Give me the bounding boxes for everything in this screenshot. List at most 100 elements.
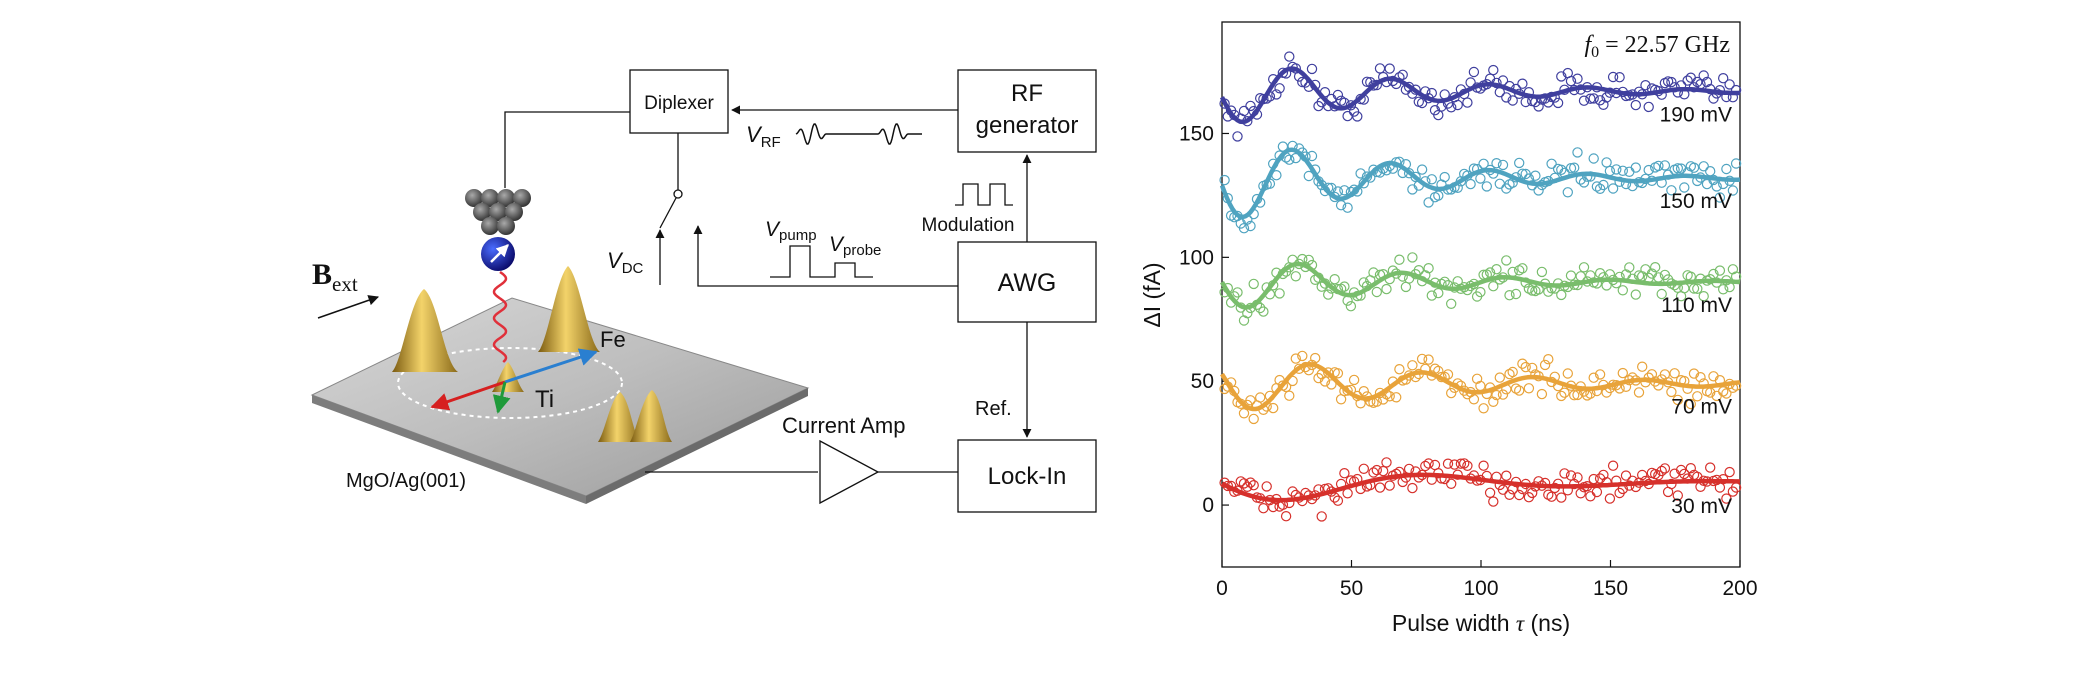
data-point bbox=[1371, 286, 1383, 298]
data-point bbox=[1572, 147, 1583, 158]
series-30-mV: 30 mV bbox=[1219, 457, 1742, 522]
data-point bbox=[1232, 287, 1243, 298]
data-point bbox=[1611, 164, 1622, 175]
data-point bbox=[1559, 468, 1570, 479]
data-point bbox=[1488, 64, 1499, 76]
data-point bbox=[1721, 388, 1732, 399]
data-point bbox=[1368, 267, 1379, 278]
data-point bbox=[1319, 376, 1331, 387]
data-point bbox=[1332, 368, 1344, 379]
x-tick-label: 100 bbox=[1463, 577, 1498, 600]
data-point bbox=[1274, 288, 1285, 299]
data-point bbox=[1672, 394, 1684, 406]
rf-generator-block bbox=[957, 69, 1097, 153]
data-point bbox=[1714, 265, 1726, 276]
data-point bbox=[1572, 472, 1583, 483]
pump-probe-waveform-icon bbox=[770, 245, 873, 278]
chart: 0 50 100 150 200 0 50 100 150 190 mV 150 mV 110 mV… bbox=[1139, 21, 1758, 636]
data-point bbox=[1423, 458, 1434, 469]
data-point bbox=[1727, 264, 1739, 275]
data-point bbox=[1701, 76, 1713, 88]
data-point bbox=[1730, 158, 1742, 169]
series-110-mV: 110 mV bbox=[1219, 252, 1742, 326]
data-point bbox=[1316, 511, 1327, 522]
data-point bbox=[1342, 110, 1353, 122]
data-point bbox=[1717, 386, 1729, 397]
data-point bbox=[1322, 289, 1334, 300]
data-point bbox=[1556, 289, 1567, 301]
data-point bbox=[1326, 379, 1337, 390]
data-point bbox=[1290, 353, 1302, 364]
data-point bbox=[1717, 284, 1729, 295]
data-point bbox=[1332, 495, 1344, 506]
data-point bbox=[1607, 183, 1619, 194]
data-point bbox=[1727, 185, 1739, 196]
data-point bbox=[1484, 487, 1496, 498]
data-point bbox=[1488, 281, 1499, 292]
y-tick-label: 150 bbox=[1179, 122, 1214, 145]
ref-label: Ref. bbox=[975, 398, 1012, 420]
data-point bbox=[1659, 160, 1671, 171]
circuit-labels: Diplexer RF generator AWG Lock-In VRF VD… bbox=[607, 80, 1078, 490]
data-point bbox=[1526, 487, 1538, 499]
data-point bbox=[1559, 387, 1570, 398]
data-point bbox=[1488, 496, 1499, 507]
data-point bbox=[1698, 291, 1709, 302]
data-point bbox=[1287, 486, 1298, 497]
data-point bbox=[1348, 374, 1360, 386]
data-point bbox=[1384, 63, 1395, 74]
data-point bbox=[1342, 202, 1353, 213]
chart-series: 190 mV 150 mV 110 mV 70 mV 30 mV bbox=[1219, 51, 1742, 522]
data-point bbox=[1575, 488, 1586, 499]
data-point bbox=[1630, 289, 1642, 300]
data-point bbox=[1575, 271, 1586, 282]
data-point bbox=[1442, 458, 1454, 469]
data-point bbox=[1666, 185, 1677, 196]
fit-line bbox=[1220, 261, 1741, 310]
data-point bbox=[1692, 283, 1703, 294]
current-amp-icon bbox=[819, 439, 880, 505]
rf-label-line2: generator bbox=[976, 112, 1079, 139]
series-150-mV: 150 mV bbox=[1219, 140, 1742, 234]
data-point bbox=[1242, 308, 1253, 319]
data-point bbox=[1274, 83, 1285, 94]
data-point bbox=[1666, 386, 1677, 398]
data-point bbox=[1568, 390, 1580, 401]
vprobe-label: Vprobe bbox=[829, 233, 881, 259]
data-point bbox=[1598, 179, 1609, 191]
data-point bbox=[1565, 270, 1577, 281]
data-point bbox=[1504, 290, 1515, 301]
coupling-wave bbox=[492, 270, 508, 363]
data-point bbox=[1685, 398, 1697, 410]
data-point bbox=[1397, 69, 1408, 81]
data-point bbox=[1513, 157, 1525, 169]
data-point bbox=[1381, 283, 1392, 295]
data-point bbox=[1533, 101, 1544, 112]
data-point bbox=[1248, 278, 1259, 290]
data-point bbox=[1562, 187, 1574, 198]
data-point bbox=[1355, 168, 1366, 179]
switch-contact bbox=[673, 189, 683, 199]
data-point bbox=[1394, 254, 1405, 265]
data-point bbox=[1507, 366, 1518, 378]
data-point bbox=[1546, 158, 1557, 169]
data-point bbox=[1556, 492, 1567, 503]
data-point bbox=[1358, 386, 1370, 397]
data-point bbox=[1724, 466, 1735, 478]
data-point bbox=[1284, 390, 1295, 401]
data-point bbox=[1219, 174, 1230, 186]
data-point bbox=[1381, 457, 1392, 468]
data-point bbox=[1688, 162, 1700, 173]
rf-label-line1: RF bbox=[1011, 80, 1043, 107]
data-point bbox=[1604, 165, 1616, 177]
data-point bbox=[1491, 157, 1502, 169]
data-point bbox=[1526, 285, 1538, 296]
data-point bbox=[1445, 478, 1457, 489]
data-point bbox=[1682, 75, 1693, 86]
data-point bbox=[1578, 262, 1590, 273]
data-point bbox=[1468, 394, 1480, 405]
fe-label: Fe bbox=[600, 327, 626, 352]
data-point bbox=[1494, 372, 1506, 383]
data-point bbox=[1462, 97, 1473, 108]
